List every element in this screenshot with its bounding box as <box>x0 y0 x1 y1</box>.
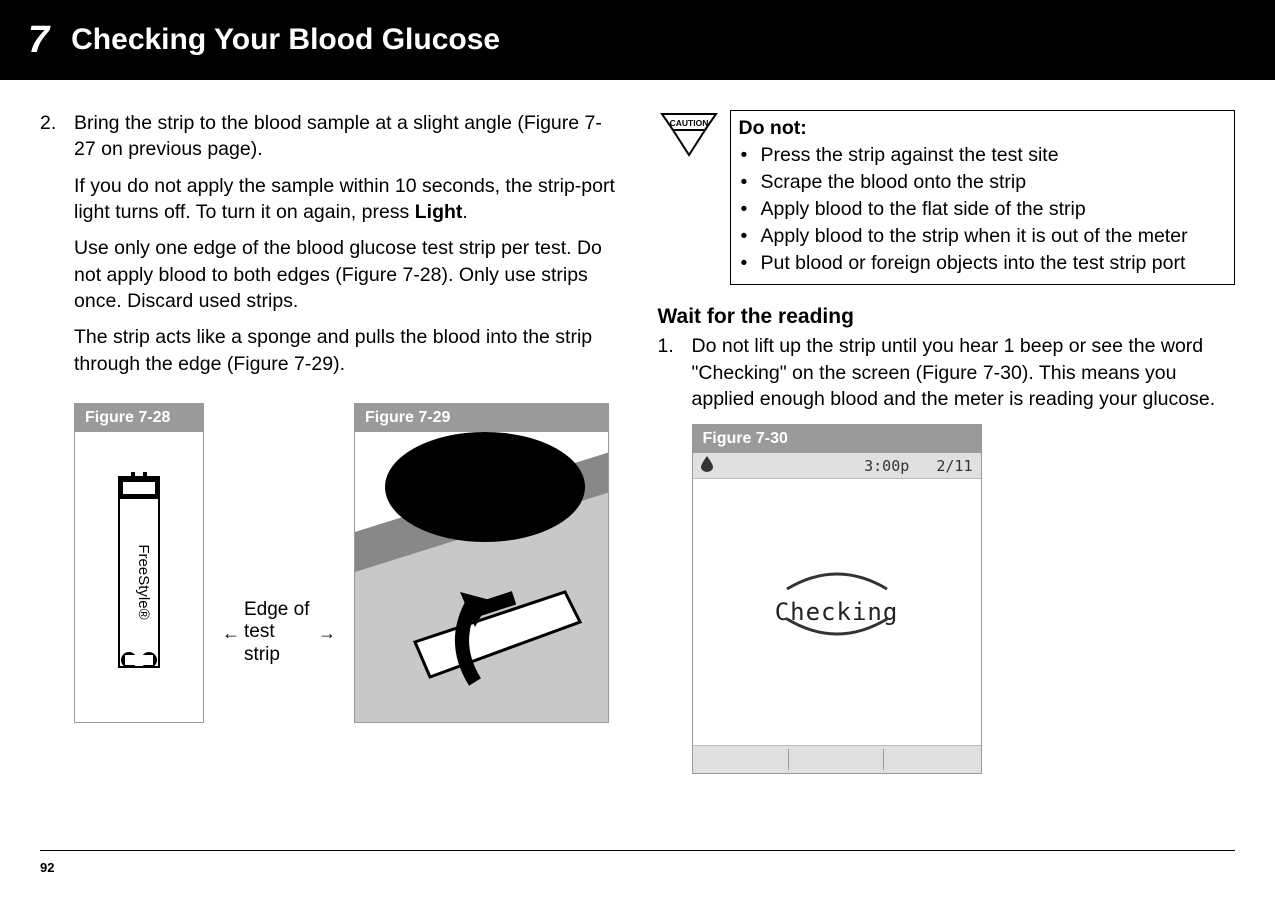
chapter-header: 7 Checking Your Blood Glucose <box>0 0 1275 80</box>
step1-number: 1. <box>658 333 680 412</box>
screen-status-bar: 3:00p 2/11 <box>693 453 981 479</box>
step-2-para4: The strip acts like a sponge and pulls t… <box>74 324 618 377</box>
page-number: 92 <box>40 860 54 875</box>
wait-heading: Wait for the reading <box>658 305 1236 329</box>
figure-7-29-body <box>355 432 608 722</box>
do-not-item: Apply blood to the strip when it is out … <box>739 223 1227 250</box>
screen-time: 3:00p <box>864 457 909 475</box>
strip-brand-text: FreeStyle® <box>135 544 152 619</box>
figure-7-28-label: Figure 7-28 <box>75 404 203 432</box>
right-step-1: 1. Do not lift up the strip until you he… <box>658 333 1236 412</box>
figure-7-28-body: FreeStyle® <box>75 432 203 722</box>
step-2-para2: If you do not apply the sample within 10… <box>74 173 618 226</box>
step-2: 2. Bring the strip to the blood sample a… <box>40 110 618 163</box>
chapter-title: Checking Your Blood Glucose <box>71 23 500 57</box>
edge-label-group: ← Edge of test strip → <box>222 599 336 667</box>
step-number: 2. <box>40 110 62 163</box>
caution-box-row: CAUTION Do not: Press the strip against … <box>658 110 1236 285</box>
do-not-item: Press the strip against the test site <box>739 142 1227 169</box>
test-strip-illustration: FreeStyle® <box>109 472 169 682</box>
figure-7-29-label: Figure 7-29 <box>355 404 608 432</box>
figure-7-30-label: Figure 7-30 <box>693 425 981 453</box>
screen-time-date: 3:00p 2/11 <box>864 457 972 475</box>
figure-7-30: Figure 7-30 3:00p 2/11 <box>692 424 982 774</box>
figure-7-30-wrap: Figure 7-30 3:00p 2/11 <box>692 424 1236 774</box>
screen-date: 2/11 <box>936 457 972 475</box>
step-2-line1: Bring the strip to the blood sample at a… <box>74 110 618 163</box>
right-column: CAUTION Do not: Press the strip against … <box>658 110 1236 774</box>
screen-softkey-bar <box>693 745 981 773</box>
blood-drop-icon <box>701 456 713 476</box>
meter-screen: 3:00p 2/11 Checking <box>693 453 981 773</box>
do-not-item: Apply blood to the flat side of the stri… <box>739 196 1227 223</box>
step1-text: Do not lift up the strip until you hear … <box>692 333 1236 412</box>
step-2-para3: Use only one edge of the blood glucose t… <box>74 235 618 314</box>
blood-application-illustration <box>355 432 608 722</box>
footer-rule <box>40 850 1235 851</box>
do-not-item: Put blood or foreign objects into the te… <box>739 250 1227 277</box>
screen-body: Checking <box>693 479 981 745</box>
left-column: 2. Bring the strip to the blood sample a… <box>40 110 618 774</box>
light-bold: Light <box>415 201 463 223</box>
figure-7-28: Figure 7-28 FreeStyle® <box>74 403 204 723</box>
arrow-right-icon: → <box>318 622 336 645</box>
chapter-number: 7 <box>28 19 49 62</box>
do-not-item: Scrape the blood onto the strip <box>739 169 1227 196</box>
do-not-title: Do not: <box>739 115 1227 142</box>
arrow-left-icon: ← <box>222 622 240 645</box>
figures-row: Figure 7-28 FreeStyle® <box>74 403 618 723</box>
edge-of-strip-label: Edge of test strip <box>244 599 314 667</box>
page-body: 2. Bring the strip to the blood sample a… <box>0 80 1275 774</box>
checking-arcs-icon <box>762 559 912 649</box>
do-not-list: Press the strip against the test site Sc… <box>739 142 1227 277</box>
svg-text:CAUTION: CAUTION <box>669 118 708 128</box>
step-2-para2a: If you do not apply the sample within 10… <box>74 175 615 223</box>
do-not-box: Do not: Press the strip against the test… <box>730 110 1236 285</box>
figure-7-29: Figure 7-29 <box>354 403 609 723</box>
step-2-para2b: . <box>462 201 467 223</box>
caution-icon: CAUTION <box>658 110 720 170</box>
